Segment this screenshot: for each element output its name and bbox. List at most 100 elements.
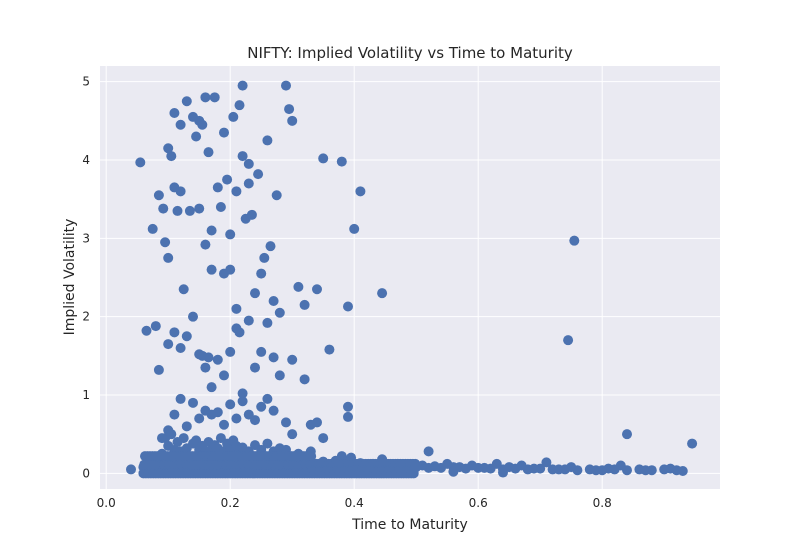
data-point bbox=[274, 370, 285, 381]
data-point bbox=[163, 425, 174, 436]
x-tick-label: 0.0 bbox=[97, 496, 116, 510]
y-tick-label: 5 bbox=[82, 75, 90, 89]
data-point bbox=[677, 465, 688, 476]
data-point bbox=[274, 307, 285, 318]
data-point bbox=[163, 339, 174, 350]
data-point bbox=[147, 223, 158, 234]
data-point bbox=[442, 458, 453, 469]
data-point bbox=[215, 202, 226, 212]
data-point bbox=[305, 419, 316, 430]
data-point bbox=[234, 327, 245, 338]
data-point bbox=[336, 156, 347, 167]
data-point bbox=[603, 463, 614, 474]
data-point bbox=[203, 147, 214, 158]
x-tick-label: 0.8 bbox=[593, 496, 612, 510]
data-point bbox=[188, 397, 198, 408]
data-point bbox=[200, 92, 211, 103]
data-point bbox=[665, 463, 676, 474]
data-point bbox=[343, 301, 353, 312]
data-point bbox=[516, 460, 527, 471]
data-point bbox=[256, 268, 267, 279]
data-point bbox=[178, 284, 189, 295]
data-point bbox=[271, 190, 282, 201]
data-point bbox=[200, 362, 211, 373]
data-point bbox=[231, 186, 242, 197]
data-point bbox=[243, 178, 254, 189]
data-point bbox=[541, 457, 552, 468]
data-point bbox=[228, 111, 239, 122]
x-tick-label: 0.2 bbox=[221, 496, 240, 510]
data-point bbox=[250, 288, 260, 299]
data-point bbox=[569, 235, 580, 246]
data-point bbox=[349, 223, 360, 234]
data-point bbox=[479, 462, 490, 473]
data-point bbox=[194, 203, 205, 214]
data-point bbox=[256, 346, 267, 357]
data-point bbox=[197, 119, 208, 130]
data-point bbox=[169, 327, 180, 338]
data-point bbox=[343, 401, 353, 412]
data-point bbox=[268, 296, 279, 306]
data-point bbox=[262, 393, 273, 404]
data-point bbox=[212, 354, 223, 365]
data-point bbox=[172, 205, 183, 216]
data-point bbox=[262, 317, 273, 328]
data-point bbox=[225, 229, 236, 240]
data-point bbox=[591, 465, 601, 476]
data-point bbox=[343, 411, 353, 422]
data-point bbox=[281, 80, 291, 91]
data-point bbox=[175, 343, 186, 353]
data-point bbox=[262, 438, 273, 449]
data-point bbox=[163, 143, 174, 154]
data-point bbox=[615, 460, 626, 471]
data-point bbox=[231, 413, 242, 424]
plot-background bbox=[100, 66, 720, 489]
data-point bbox=[237, 151, 248, 162]
y-tick-label: 1 bbox=[82, 388, 90, 402]
data-point bbox=[246, 209, 257, 220]
data-point bbox=[175, 393, 186, 404]
data-point bbox=[166, 151, 177, 162]
data-point bbox=[250, 362, 260, 373]
data-point bbox=[491, 458, 502, 469]
data-point bbox=[206, 225, 217, 236]
data-point bbox=[169, 409, 180, 420]
data-point bbox=[299, 299, 310, 310]
data-point bbox=[268, 352, 279, 363]
data-point bbox=[268, 405, 279, 416]
data-point bbox=[687, 438, 698, 449]
x-tick-label: 0.6 bbox=[469, 496, 488, 510]
data-point bbox=[234, 100, 245, 111]
data-point bbox=[188, 311, 198, 322]
data-point bbox=[212, 182, 223, 193]
data-point bbox=[219, 419, 229, 430]
data-point bbox=[423, 446, 434, 457]
data-point bbox=[299, 374, 310, 385]
data-point bbox=[206, 264, 217, 275]
data-point bbox=[237, 396, 248, 407]
y-tick-label: 3 bbox=[82, 231, 90, 245]
data-point bbox=[243, 315, 254, 326]
data-point bbox=[200, 239, 211, 250]
data-point bbox=[287, 115, 298, 126]
data-point bbox=[640, 465, 651, 476]
data-point bbox=[206, 382, 217, 393]
data-point bbox=[306, 451, 317, 462]
data-point bbox=[377, 288, 388, 299]
data-point bbox=[529, 463, 539, 474]
y-tick-label: 4 bbox=[82, 153, 90, 167]
data-point bbox=[181, 421, 192, 432]
data-point bbox=[429, 461, 440, 472]
data-point bbox=[175, 119, 186, 130]
data-point bbox=[212, 407, 223, 418]
data-point bbox=[253, 169, 264, 180]
data-point bbox=[256, 401, 267, 412]
data-point bbox=[157, 433, 167, 444]
data-point bbox=[169, 108, 180, 118]
data-point bbox=[231, 303, 242, 314]
x-tick-label: 0.4 bbox=[345, 496, 364, 510]
scatter-points bbox=[126, 80, 698, 479]
data-point bbox=[355, 186, 366, 197]
data-point bbox=[259, 252, 270, 263]
